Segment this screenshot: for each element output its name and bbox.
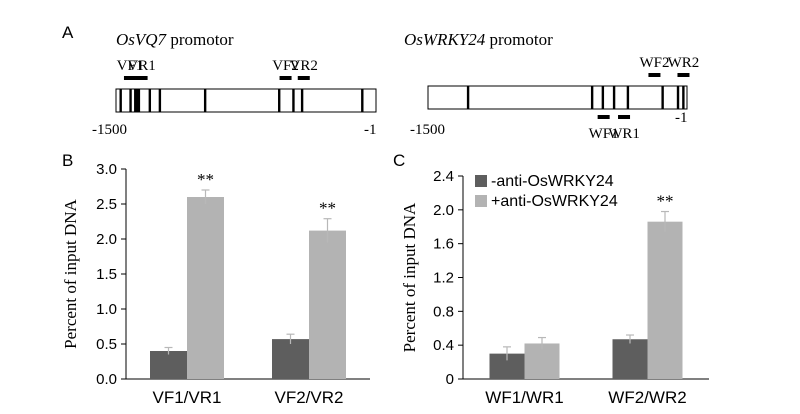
significance-mark: ** xyxy=(197,170,214,189)
oswrky24-title-suffix: promotor xyxy=(485,30,553,49)
x-tick-label: WF2/WR2 xyxy=(608,388,686,407)
x-tick-label: VF1/VR1 xyxy=(153,388,222,407)
legend-swatch xyxy=(475,175,487,187)
y-tick-label: 1.6 xyxy=(433,236,454,253)
bar xyxy=(309,230,346,379)
osvq7-end-label: -1 xyxy=(364,122,377,138)
osvq7-primer-label-vf1: VF1 xyxy=(117,58,144,74)
legend-label: -anti-OsWRKY24 xyxy=(491,173,614,190)
chart-b: Percent of input DNA 0.0 0.5 1.0 1.5 2.0 2.5 3.… xyxy=(61,161,370,407)
bar xyxy=(187,197,224,379)
osvq7-promoter-box xyxy=(115,88,377,113)
osvq7-primer-label-vr2: VR2 xyxy=(290,58,318,74)
osvq7-primer-mark-vr2 xyxy=(297,76,310,80)
y-tick-label: 1.2 xyxy=(433,270,454,287)
osvq7-primer-mark-vr1 xyxy=(135,76,148,80)
oswrky24-primer-mark-wr1 xyxy=(618,115,631,119)
oswrky24-primer-label-wf1: WF1 xyxy=(589,126,619,142)
y-tick-label: 2.4 xyxy=(433,168,454,185)
osvq7-start-label: -1500 xyxy=(92,122,127,138)
y-tick-label: 0.8 xyxy=(433,303,454,320)
legend-swatch xyxy=(475,195,487,207)
chart-c: Percent of input DNA 0 0.4 0.8 1.2 1.6 2.0 2.4 W… xyxy=(400,168,709,407)
y-tick-label: 0.5 xyxy=(96,336,117,353)
osvq7-primer-label-vf2: VF2 xyxy=(272,58,299,74)
panel-c-letter: C xyxy=(393,151,405,170)
oswrky24-primer-mark-wr2 xyxy=(677,73,690,77)
panel-a-letter: A xyxy=(62,23,74,42)
significance-mark: ** xyxy=(319,199,336,218)
y-tick-label: 1.5 xyxy=(96,266,117,283)
oswrky24-primer-label-wr1: WR1 xyxy=(608,126,640,142)
osvq7-title: OsVQ7 promotor xyxy=(116,30,234,49)
oswrky24-title: OsWRKY24 promotor xyxy=(404,30,553,49)
y-tick-label: 2.0 xyxy=(96,231,117,248)
panel-b-letter: B xyxy=(62,151,73,170)
oswrky24-promoter-box xyxy=(427,85,688,110)
legend-label: +anti-OsWRKY24 xyxy=(491,193,618,210)
y-tick-label: 3.0 xyxy=(96,161,117,178)
y-tick-label: 2.5 xyxy=(96,196,117,213)
bar xyxy=(647,221,683,379)
osvq7-primer-label-vr1: VR1 xyxy=(127,58,155,74)
oswrky24-primer-mark-wf1 xyxy=(597,115,610,119)
oswrky24-primer-label-wr2: WR2 xyxy=(668,55,700,71)
osvq7-title-suffix: promotor xyxy=(166,30,234,49)
osvq7-gene-name: OsVQ7 xyxy=(116,30,168,49)
y-tick-label: 0.4 xyxy=(433,337,454,354)
oswrky24-primer-label-wf2: WF2 xyxy=(639,55,669,71)
osvq7-primer-mark-vf1 xyxy=(123,76,136,80)
x-tick-label: VF2/VR2 xyxy=(275,388,344,407)
y-tick-label: 0.0 xyxy=(96,371,117,388)
oswrky24-gene-name: OsWRKY24 xyxy=(404,30,486,49)
y-tick-label: 2.0 xyxy=(433,202,454,219)
bar xyxy=(272,339,309,379)
significance-mark: ** xyxy=(657,192,674,211)
bar xyxy=(150,351,187,379)
y-tick-label: 0 xyxy=(446,371,454,388)
bar xyxy=(612,339,648,379)
y-tick-label: 1.0 xyxy=(96,301,117,318)
y-axis-label: Percent of input DNA xyxy=(400,202,419,352)
x-tick-label: WF1/WR1 xyxy=(485,388,563,407)
osvq7-primer-mark-vf2 xyxy=(279,76,292,80)
oswrky24-start-label: -1500 xyxy=(410,122,445,138)
oswrky24-primer-mark-wf2 xyxy=(648,73,661,77)
y-axis-label: Percent of input DNA xyxy=(61,198,80,348)
oswrky24-end-label: -1 xyxy=(675,110,688,126)
